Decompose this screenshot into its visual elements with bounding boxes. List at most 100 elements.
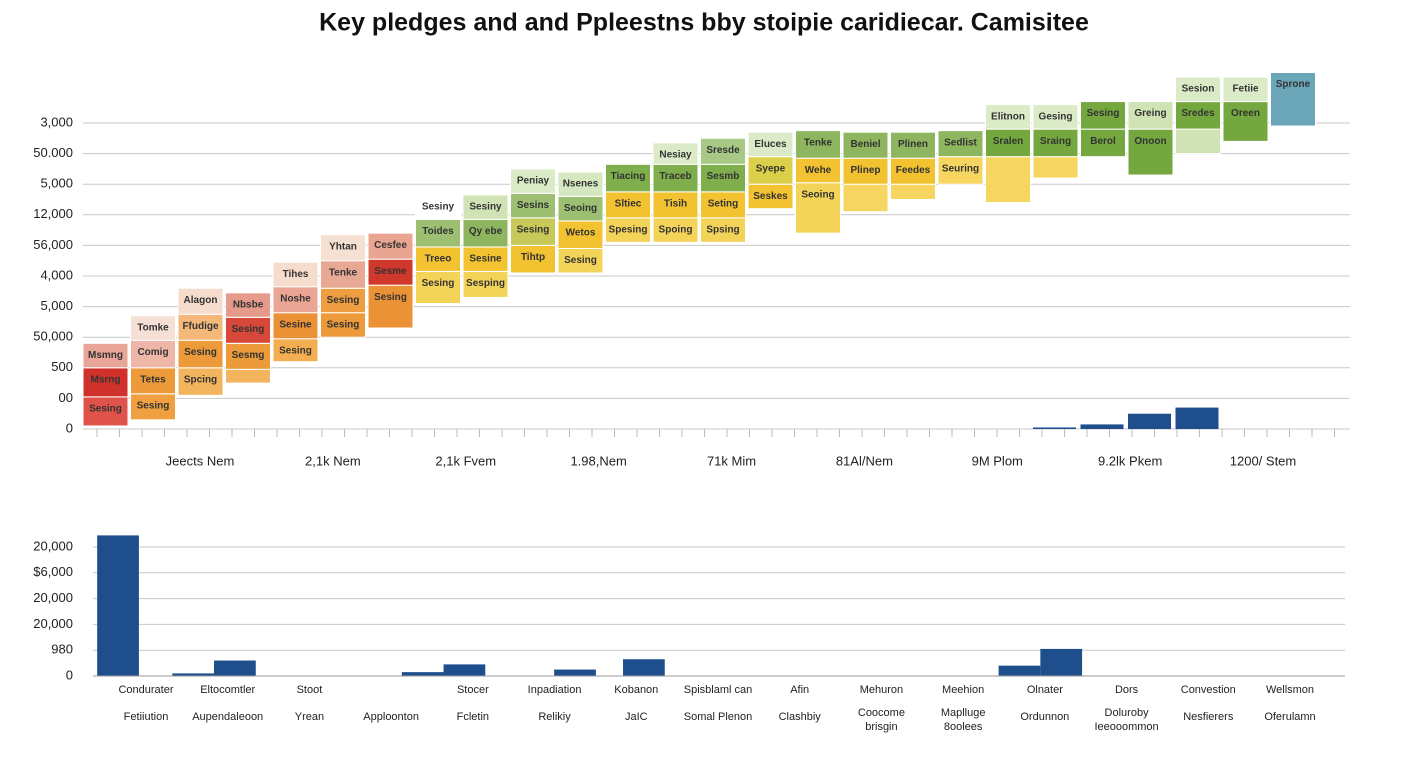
x-tick-label: 2,1k Nem: [305, 453, 361, 468]
y-tick-label: 50,000: [33, 329, 73, 344]
block: [890, 183, 936, 200]
x-tick-label: 9M Plom: [972, 453, 1023, 468]
block: [272, 261, 319, 288]
block: [177, 313, 224, 341]
block-label: Eluces: [754, 139, 787, 150]
x-tick-label: Fetiiution: [124, 711, 169, 723]
block: [605, 163, 651, 193]
block: [82, 367, 129, 398]
x-tick-label: 1.98,Nem: [570, 453, 626, 468]
block-label: Sesing: [564, 255, 597, 266]
block-label: Sredes: [1181, 108, 1215, 119]
x-tick-label: Eltocomtler: [200, 684, 255, 696]
block-label: Spoing: [659, 225, 693, 236]
block: [652, 217, 699, 243]
block-label: Nsenes: [563, 179, 599, 190]
x-tick-label: Wellsmon: [1266, 684, 1314, 696]
block-label: Seoing: [801, 189, 834, 200]
block-label: Sesing: [279, 345, 312, 356]
block: [177, 339, 224, 369]
x-tick-label: Olnater: [1027, 684, 1063, 696]
block-label: Tenke: [804, 137, 833, 148]
block-label: Tetes: [140, 374, 166, 385]
block-label: Sralen: [993, 136, 1024, 147]
block-label: Tomke: [137, 322, 169, 333]
x-tick-label: Mehuron: [860, 684, 903, 696]
y-tick-label: 20,000: [33, 590, 73, 605]
x-tick-label: Yrean: [295, 711, 324, 723]
block: [82, 342, 129, 369]
block-label: Sresde: [706, 145, 740, 156]
block: [842, 157, 889, 185]
block-label: Seuring: [942, 163, 979, 174]
block: [652, 163, 699, 193]
block-label: Sesping: [466, 278, 505, 289]
block: [415, 194, 461, 220]
block: [1175, 76, 1221, 103]
block: [225, 292, 271, 318]
block-label: Sesing: [327, 319, 360, 330]
bar: [1128, 413, 1171, 429]
block-label: Sesmb: [707, 171, 740, 182]
block-label: Spsing: [706, 225, 739, 236]
block: [272, 286, 319, 314]
block: [130, 393, 176, 421]
block: [1175, 128, 1221, 155]
bar: [554, 669, 596, 676]
block: [130, 315, 176, 341]
y-tick-label: 5,000: [40, 176, 73, 191]
block: [700, 163, 746, 193]
block: [1175, 101, 1221, 130]
y-tick-label: 0: [66, 420, 73, 435]
bar: [1175, 407, 1219, 429]
block-label: Sesing: [137, 400, 170, 411]
block: [510, 168, 556, 194]
block-label: Noshe: [280, 293, 311, 304]
block-label: Spesing: [609, 225, 648, 236]
bar: [998, 665, 1041, 676]
x-tick-label: Kobanon: [614, 684, 658, 696]
x-tick-label: Condurater: [118, 684, 173, 696]
x-tick-label: Afin: [790, 684, 809, 696]
block-label: Sesiny: [422, 202, 455, 213]
block-label: Nesiay: [659, 150, 692, 161]
x-tick-label: Fcletin: [457, 711, 489, 723]
block: [130, 367, 176, 395]
block-label: Seting: [708, 198, 739, 209]
block: [320, 234, 366, 262]
y-tick-label: 980: [51, 642, 73, 657]
block-label: Sesing: [1087, 108, 1120, 119]
block-label: Sesing: [374, 292, 407, 303]
block: [937, 130, 984, 158]
x-tick-label: Aupendaleoon: [192, 711, 263, 723]
x-tick-label: Apploonton: [363, 711, 419, 723]
block-label: Yhtan: [329, 241, 357, 252]
block-label: Traceb: [659, 171, 691, 182]
block: [510, 192, 556, 219]
bar: [172, 673, 215, 676]
block-label: Sraing: [1040, 136, 1071, 147]
y-tick-label: 00: [59, 390, 73, 405]
block: [1032, 156, 1079, 179]
block-label: Sesiny: [469, 202, 502, 213]
block-label: Tisih: [664, 198, 687, 209]
block-label: Sesine: [279, 319, 312, 330]
block-label: Peniay: [517, 176, 550, 187]
block: [1270, 72, 1316, 127]
block-label: Seoing: [564, 203, 597, 214]
x-tick-label: Doluroby Ieeooommon: [1094, 707, 1158, 733]
x-tick-label: Meehion: [942, 684, 984, 696]
block-label: Onoon: [1134, 136, 1166, 147]
block: [367, 284, 414, 329]
y-tick-label: 3,000: [40, 114, 73, 129]
x-tick-label: 2,1k Fvem: [435, 453, 496, 468]
bar: [443, 664, 486, 676]
block-label: Comig: [137, 347, 168, 358]
block: [1032, 104, 1079, 130]
bar: [97, 535, 139, 676]
block-label: Sltiec: [615, 198, 642, 209]
block: [842, 131, 889, 159]
block-label: Spcing: [184, 374, 217, 385]
block-label: Plinen: [898, 139, 928, 150]
x-tick-label: Stocer: [457, 684, 489, 696]
